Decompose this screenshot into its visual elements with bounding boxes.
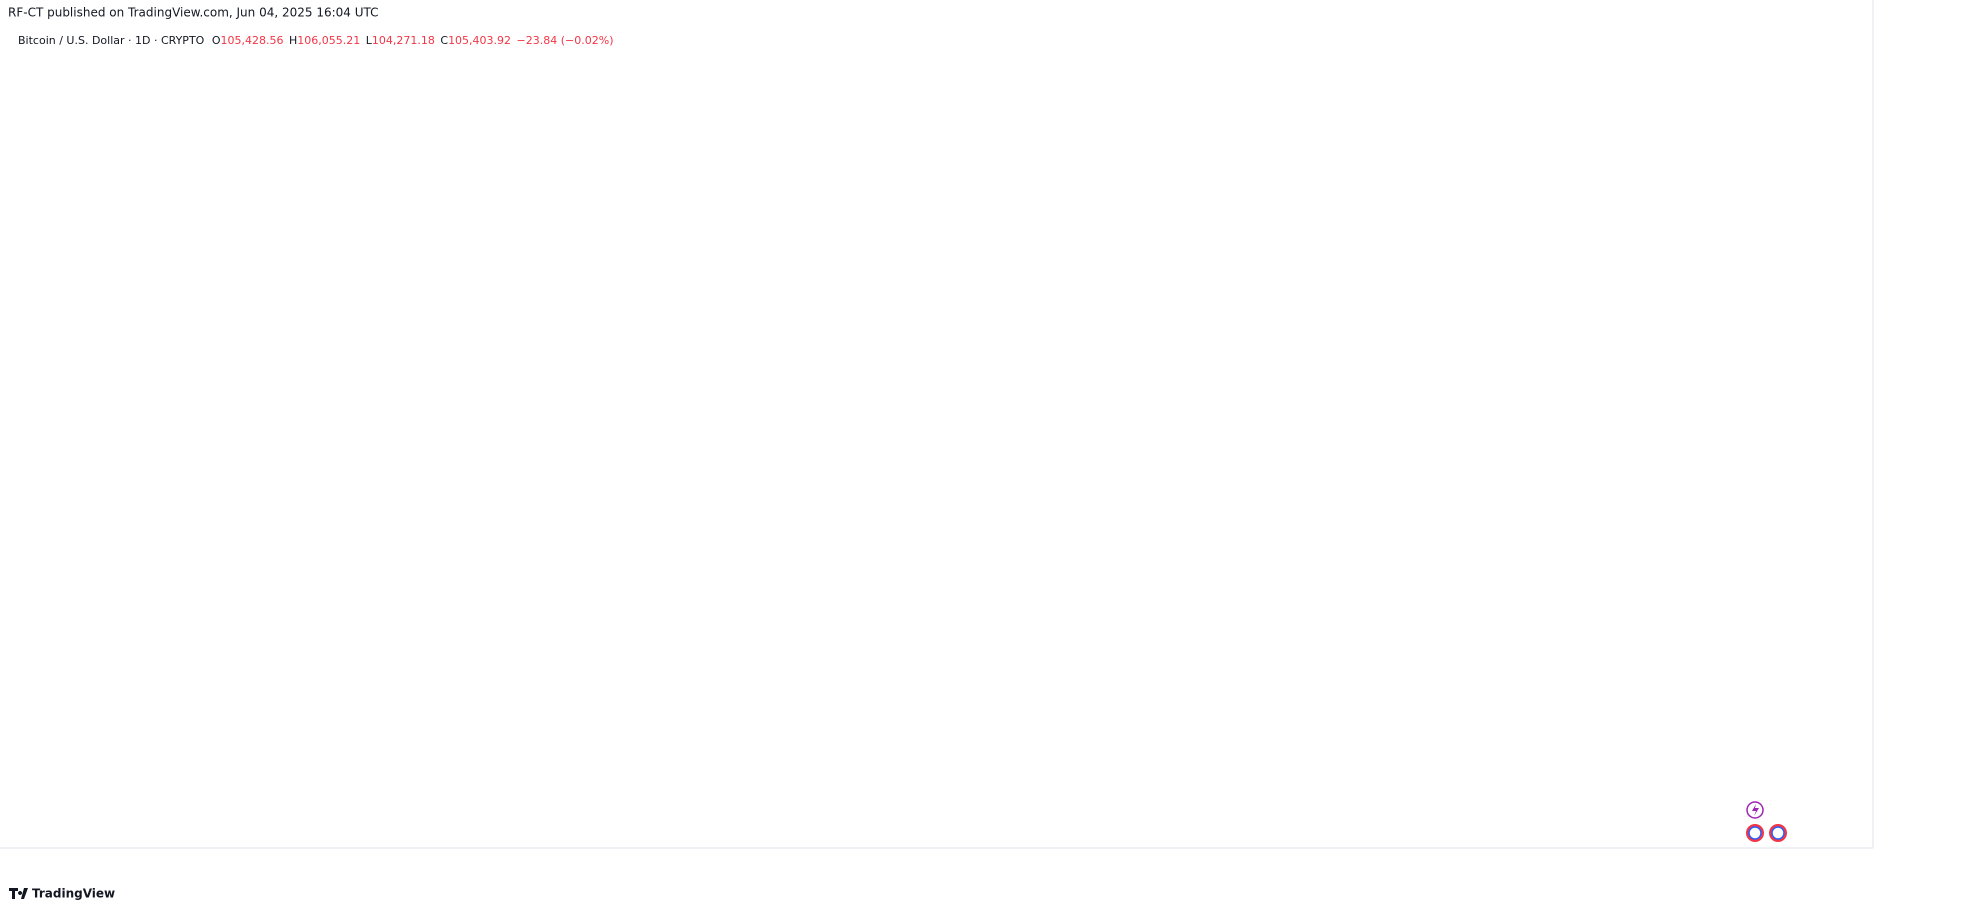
published-line: RF-CT published on TradingView.com, Jun … (8, 6, 379, 20)
legend: Bitcoin / U.S. Dollar · 1D · CRYPTO O105… (18, 34, 614, 47)
footer: TradingView (9, 887, 115, 901)
brand-logo (9, 888, 28, 899)
low-value: 104,271.18 (372, 34, 435, 47)
symbol: Bitcoin / U.S. Dollar · 1D · CRYPTO (18, 34, 205, 47)
change: −23.84 (−0.02%) (517, 34, 614, 47)
event-icon-flag (1771, 826, 1785, 840)
event-icons (1746, 801, 1787, 842)
low-label: L (366, 34, 373, 47)
high-value: 106,055.21 (297, 34, 360, 47)
open-label: O (212, 34, 221, 47)
close-label: C (440, 34, 448, 47)
event-icon-flag (1748, 826, 1762, 840)
close-value: 105,403.92 (448, 34, 511, 47)
brand-name: TradingView (32, 887, 115, 901)
open-value: 105,428.56 (221, 34, 284, 47)
event-icon-glyph (1752, 804, 1759, 816)
high-label: H (289, 34, 297, 47)
